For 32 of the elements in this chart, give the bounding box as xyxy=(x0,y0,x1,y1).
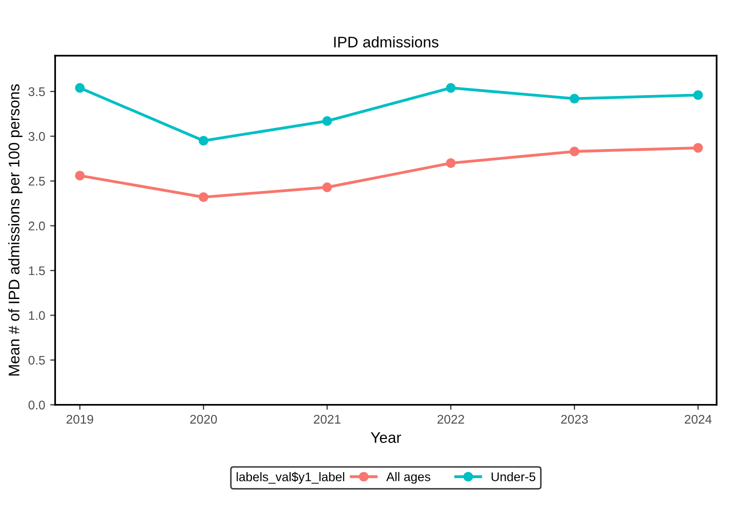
point xyxy=(693,90,703,100)
y-tick-label: 0.0 xyxy=(28,400,45,410)
point xyxy=(446,83,456,93)
legend-title: labels_val$y1_label xyxy=(236,472,344,484)
legend-label: Under-5 xyxy=(492,472,536,482)
y-tick-label: 2.0 xyxy=(28,222,45,230)
x-tick-label: 2020 xyxy=(190,414,217,424)
point xyxy=(198,192,208,202)
y-tick-label: 1.5 xyxy=(28,266,45,276)
x-tick-label: 2024 xyxy=(684,414,712,424)
chart-title: IPD admissions xyxy=(334,36,438,48)
point xyxy=(693,143,703,153)
point xyxy=(570,146,580,156)
point xyxy=(570,94,580,104)
y-tick-label: 3.0 xyxy=(28,132,45,141)
point xyxy=(198,136,208,146)
x-tick-label: 2021 xyxy=(314,414,340,424)
x-axis-title: Year xyxy=(370,432,402,443)
y-tick-label: 3.5 xyxy=(28,87,45,96)
y-axis-title: Mean # of IPD admissions per 100 persons xyxy=(8,84,22,376)
point xyxy=(74,170,85,180)
point xyxy=(322,182,332,192)
point xyxy=(322,116,332,126)
x-tick-label: 2023 xyxy=(561,414,588,424)
y-tick-label: 2.5 xyxy=(28,176,45,186)
point xyxy=(74,83,85,93)
point xyxy=(446,158,456,168)
x-tick-label: 2022 xyxy=(438,414,464,424)
y-tick-label: 1.0 xyxy=(28,311,45,320)
y-tick-label: 0.5 xyxy=(28,356,45,365)
legend-label: All ages xyxy=(386,472,430,484)
x-tick-label: 2019 xyxy=(66,414,94,424)
